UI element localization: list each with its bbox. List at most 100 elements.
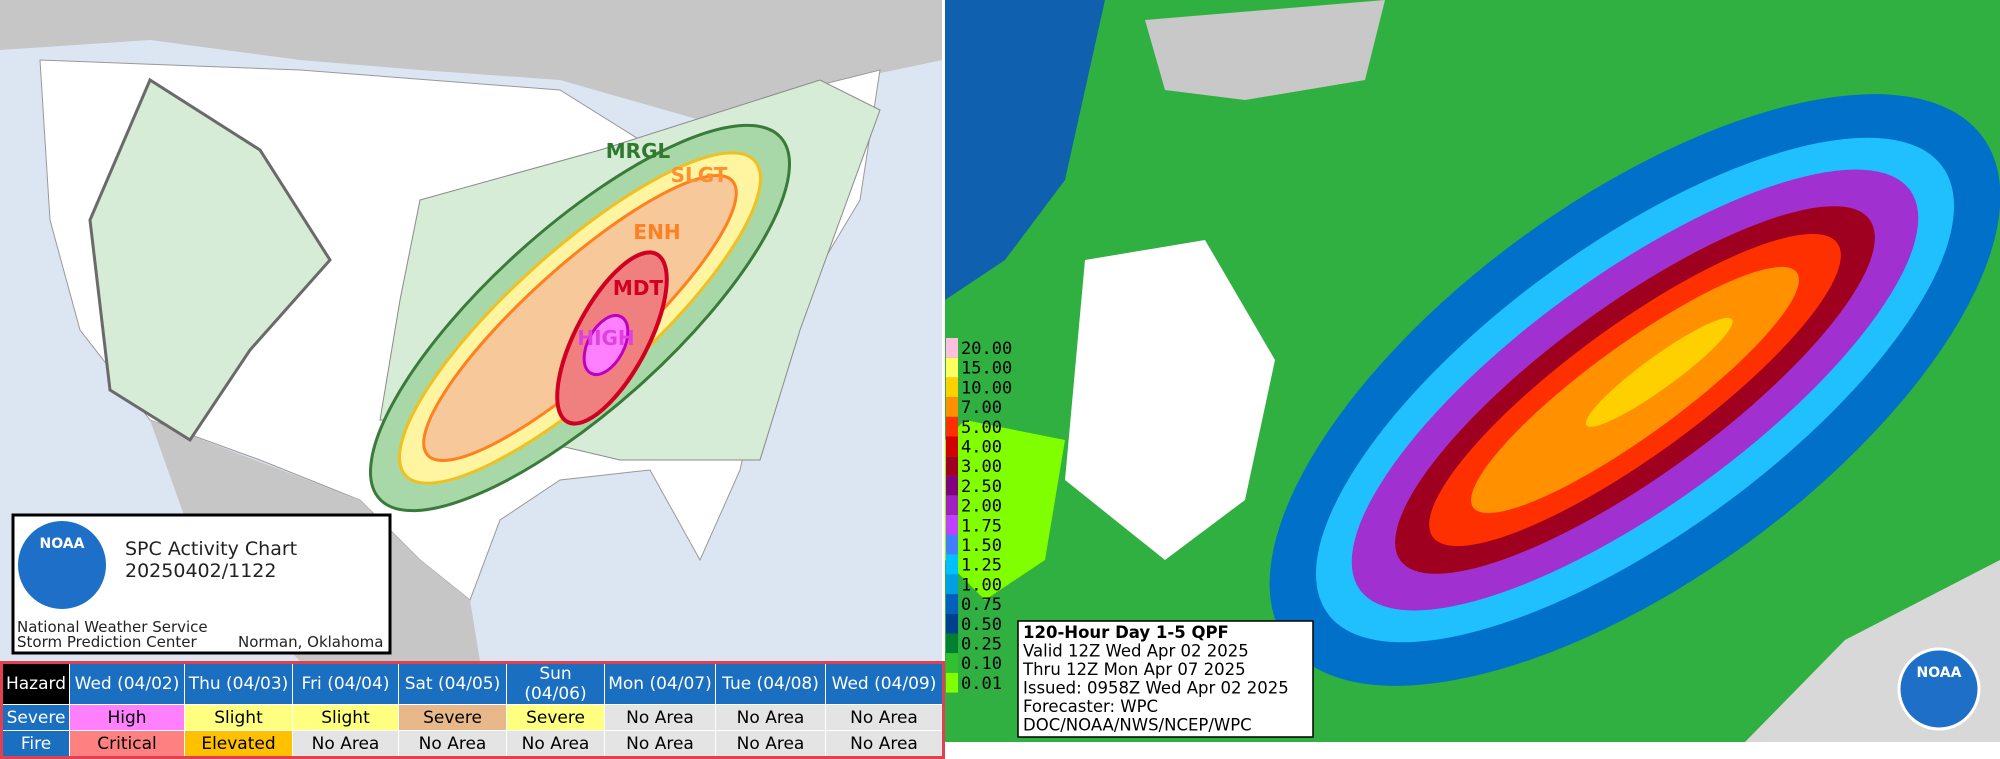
legend-label: 1.50 [961,536,1002,556]
info-line: 120-Hour Day 1-5 QPF [1023,623,1229,642]
pacific-precip [945,0,1105,300]
logo-text: NOAA [40,536,85,552]
qpf-map: 20.0015.0010.007.005.004.003.002.502.001… [945,0,2000,742]
logo-text: NOAA [1917,665,1962,681]
precip-core [1269,94,2000,686]
legend-label: 15.00 [961,359,1012,379]
timestamp: 20250402/1122 [125,560,276,582]
table-cell: No Area [825,704,944,731]
table-cell: Severe [506,704,605,731]
table-cell: Wed (04/02) [69,662,185,705]
table-cell: Slight [184,704,293,731]
legend-label: 2.00 [961,497,1002,517]
canada [0,0,942,120]
legend-label: 0.01 [961,674,1002,694]
high-area [582,314,630,376]
legend-label: 0.10 [961,654,1002,674]
legend-swatch [946,338,958,358]
table-cell: Wed (04/09) [825,662,944,705]
table-cell: Hazard [1,662,70,705]
legend-label: 0.25 [961,635,1002,655]
table-cell: Thu (04/03) [184,662,293,705]
table-cell: Severe [1,704,70,731]
legend-swatch [946,377,958,398]
table-cell: Slight [292,704,399,731]
legend-swatch [946,633,958,654]
table-cell: No Area [715,704,826,731]
risk-label: HIGH [577,326,634,350]
legend-label: 5.00 [961,418,1002,438]
legend: 20.0015.0010.007.005.004.003.002.502.001… [946,338,1012,694]
legend-swatch [946,515,958,535]
legend-label: 2.50 [961,477,1002,497]
legend-swatch [946,416,958,437]
legend-label: 4.00 [961,438,1002,458]
band [1585,317,1733,427]
legend-label: 0.75 [961,595,1002,615]
legend-swatch [946,672,958,693]
table-cell: No Area [825,730,944,758]
table-cell: Elevated [184,730,293,758]
legend-swatch [946,357,958,378]
risk-label: MDT [613,276,664,300]
table-cell: Fri (04/04) [292,662,399,705]
dry-west [1065,240,1275,560]
table-cell: Sun (04/06) [506,662,605,705]
table-cell: No Area [506,730,605,758]
table-cell: High [69,704,185,731]
location: Norman, Oklahoma [238,633,384,651]
agency: National Weather Service [17,618,208,636]
table-cell: Critical [69,730,185,758]
info-line: DOC/NOAA/NWS/NCEP/WPC [1023,716,1252,735]
table-cell: Sat (04/05) [398,662,507,705]
hazard-table: Hazard Wed (04/02) Thu (04/03) Fri (04/04) S… [0,661,945,759]
legend-swatch [946,436,958,457]
table-row: Hazard Wed (04/02) Thu (04/03) Fri (04/04) S… [1,662,944,705]
table-cell: No Area [398,730,507,758]
noaa-logo [1897,647,1981,731]
info-line: Issued: 0958Z Wed Apr 02 2025 [1023,679,1289,698]
table-cell: Severe [398,704,507,731]
tstm-area-west [88,77,332,443]
info-line: Valid 12Z Wed Apr 02 2025 [1023,642,1249,661]
noaa-logo [18,521,106,609]
legend-swatch [946,653,958,673]
legend-label: 7.00 [961,398,1002,418]
table-cell: Fire [1,730,70,758]
table-cell: No Area [604,704,716,731]
spc-map: NOAA SPC Activity Chart 20250402/1122 Na… [0,0,942,661]
dry-area [1145,0,1385,100]
info-line: Forecaster: WPC [1023,697,1158,716]
risk-label: MRGL [606,139,671,163]
legend-label: 1.75 [961,516,1002,536]
legend-swatch [946,397,958,417]
legend-swatch [946,574,958,595]
chart-title: SPC Activity Chart [125,538,297,560]
legend-swatch [946,456,958,476]
legend-label: 0.50 [961,615,1002,635]
legend-label: 10.00 [961,378,1012,398]
table-cell: Tue (04/08) [715,662,826,705]
info-line: Thru 12Z Mon Apr 07 2025 [1022,660,1246,679]
risk-label: SLGT [671,163,728,187]
legend-swatch [946,535,958,555]
center: Storm Prediction Center [17,633,197,651]
legend-swatch [946,554,958,575]
legend-swatch [946,613,958,634]
table-cell: No Area [292,730,399,758]
legend-label: 1.00 [961,575,1002,595]
legend-swatch [946,475,958,496]
legend-label: 20.00 [961,339,1012,359]
info-box [1017,620,1314,738]
legend-swatch [946,495,958,516]
table-row: Fire Critical Elevated No Area No Area No Are… [1,730,944,758]
table-row: Severe High Slight Slight Severe Severe No Are… [1,704,944,731]
legend-label: 3.00 [961,457,1002,477]
light-precip [945,420,1065,600]
table-cell: No Area [604,730,716,758]
table-cell: No Area [715,730,826,758]
risk-label: ENH [633,220,680,244]
legend-label: 1.25 [961,556,1002,576]
